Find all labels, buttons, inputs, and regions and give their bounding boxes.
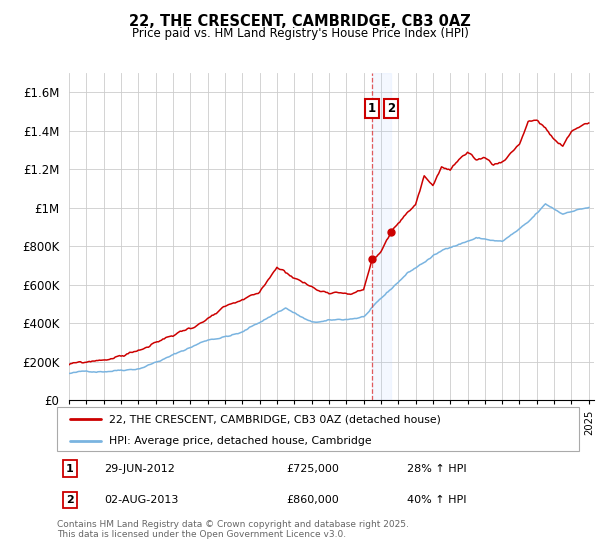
Text: Contains HM Land Registry data © Crown copyright and database right 2025.
This d: Contains HM Land Registry data © Crown c… xyxy=(57,520,409,539)
Bar xyxy=(372,73,391,400)
Text: 40% ↑ HPI: 40% ↑ HPI xyxy=(407,495,466,505)
FancyBboxPatch shape xyxy=(57,407,579,451)
Text: 2: 2 xyxy=(66,495,74,505)
Text: 28% ↑ HPI: 28% ↑ HPI xyxy=(407,464,466,474)
Text: £725,000: £725,000 xyxy=(287,464,340,474)
Text: 1: 1 xyxy=(368,102,376,115)
Text: 2: 2 xyxy=(387,102,395,115)
Text: £860,000: £860,000 xyxy=(287,495,340,505)
Text: 29-JUN-2012: 29-JUN-2012 xyxy=(104,464,175,474)
Text: 22, THE CRESCENT, CAMBRIDGE, CB3 0AZ: 22, THE CRESCENT, CAMBRIDGE, CB3 0AZ xyxy=(129,14,471,29)
Text: Price paid vs. HM Land Registry's House Price Index (HPI): Price paid vs. HM Land Registry's House … xyxy=(131,27,469,40)
Text: 02-AUG-2013: 02-AUG-2013 xyxy=(104,495,178,505)
Text: 1: 1 xyxy=(66,464,74,474)
Text: 22, THE CRESCENT, CAMBRIDGE, CB3 0AZ (detached house): 22, THE CRESCENT, CAMBRIDGE, CB3 0AZ (de… xyxy=(109,414,441,424)
Text: HPI: Average price, detached house, Cambridge: HPI: Average price, detached house, Camb… xyxy=(109,436,372,446)
